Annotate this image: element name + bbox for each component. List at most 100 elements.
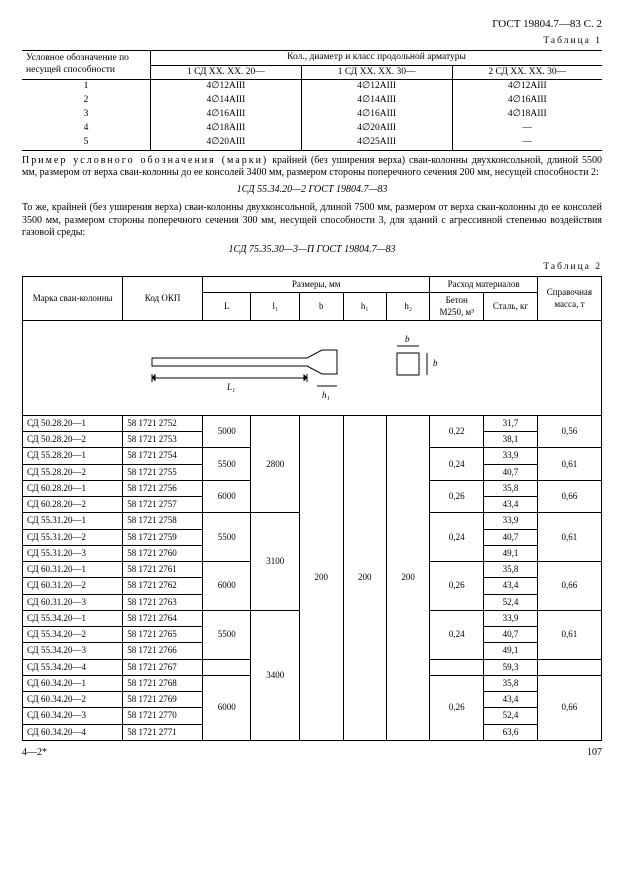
t1-b: 4∅12AIII [301, 80, 452, 94]
t2-st: 40,7 [484, 464, 538, 480]
t2-mark: СД 60.34.20—1 [23, 675, 123, 691]
svg-text:L₁: L₁ [226, 382, 235, 392]
t2-mark: СД 55.31.20—3 [23, 545, 123, 561]
t2-h-h1: h₁ [343, 293, 386, 321]
t2-st: 52,4 [484, 594, 538, 610]
t2-mark: СД 55.31.20—2 [23, 529, 123, 545]
t1-col0: Условное обозначение по несущей способно… [22, 50, 151, 80]
t2-l1: 3100 [251, 513, 300, 611]
t2-bet: 0,24 [430, 610, 484, 659]
t2-L: 6000 [202, 480, 251, 513]
t2-okp: 58 1721 2762 [123, 578, 203, 594]
t2-st: 52,4 [484, 708, 538, 724]
t1-n: 3 [22, 108, 151, 122]
t2-okp: 58 1721 2752 [123, 415, 203, 431]
t2-L [202, 659, 251, 675]
footer-left: 4—2* [22, 747, 47, 760]
table2-label: Таблица 2 [22, 262, 602, 274]
t2-ms: 0,61 [537, 610, 601, 659]
t2-L: 5500 [202, 610, 251, 659]
t2-okp: 58 1721 2769 [123, 692, 203, 708]
t2-st: 59,3 [484, 659, 538, 675]
t1-h1: 1 СД XX. XX. 20— [151, 65, 302, 80]
t2-L: 5000 [202, 415, 251, 448]
para1: Пример условного обозначения (марки) кра… [22, 155, 602, 180]
t2-ms: 0,61 [537, 513, 601, 562]
t2-l1: 3400 [251, 610, 300, 740]
t1-a: 4∅18AIII [151, 122, 302, 136]
t2-okp: 58 1721 2759 [123, 529, 203, 545]
t2-okp: 58 1721 2764 [123, 610, 203, 626]
t2-L: 6000 [202, 675, 251, 740]
t2-okp: 58 1721 2765 [123, 627, 203, 643]
t2-bet: 0,26 [430, 675, 484, 740]
t2-h-mass: Справочная масса, т [537, 277, 601, 321]
t2-st: 49,1 [484, 643, 538, 659]
t2-mark: СД 60.28.20—1 [23, 480, 123, 496]
t1-a: 4∅14AIII [151, 94, 302, 108]
t2-ms: 0,66 [537, 480, 601, 513]
t2-okp: 58 1721 2753 [123, 432, 203, 448]
t2-L: 6000 [202, 562, 251, 611]
t2-bet: 0,24 [430, 448, 484, 481]
t2-mark: СД 55.28.20—2 [23, 464, 123, 480]
t2-bet: 0,22 [430, 415, 484, 448]
svg-text:b: b [405, 334, 410, 344]
t1-c: — [452, 136, 602, 150]
t1-c: 4∅12AIII [452, 80, 602, 94]
t2-mark: СД 55.34.20—4 [23, 659, 123, 675]
t1-c: 4∅16AIII [452, 94, 602, 108]
t2-st: 33,9 [484, 610, 538, 626]
t2-mark: СД 60.31.20—3 [23, 594, 123, 610]
t2-h-L: L [202, 293, 251, 321]
t2-h-l1: l₁ [251, 293, 300, 321]
t2-st: 33,9 [484, 448, 538, 464]
t2-bet: 0,24 [430, 513, 484, 562]
t2-st: 33,9 [484, 513, 538, 529]
t2-okp: 58 1721 2756 [123, 480, 203, 496]
table1-label: Таблица 1 [22, 36, 602, 48]
t2-mark: СД 55.34.20—1 [23, 610, 123, 626]
t2-h-mat: Расход материалов [430, 277, 538, 293]
t1-b: 4∅16AIII [301, 108, 452, 122]
t2-okp: 58 1721 2763 [123, 594, 203, 610]
table-row: СД 50.28.20—158 1721 2752500028002002002… [23, 415, 602, 431]
t2-okp: 58 1721 2766 [123, 643, 203, 659]
t2-mark: СД 60.34.20—3 [23, 708, 123, 724]
t2-okp: 58 1721 2754 [123, 448, 203, 464]
t2-bet: 0,26 [430, 480, 484, 513]
t2-okp: 58 1721 2768 [123, 675, 203, 691]
t2-st: 35,8 [484, 480, 538, 496]
t1-h2: 1 СД XX. XX. 30— [301, 65, 452, 80]
table1: Условное обозначение по несущей способно… [22, 50, 602, 151]
t2-okp: 58 1721 2770 [123, 708, 203, 724]
t2-ms: 0,66 [537, 562, 601, 611]
t2-st: 43,4 [484, 497, 538, 513]
t2-st: 49,1 [484, 545, 538, 561]
t2-bet [430, 659, 484, 675]
code2: 1СД 75.35.30—3—П ГОСТ 19804.7—83 [22, 244, 602, 257]
t2-st: 35,8 [484, 562, 538, 578]
t2-l1: 2800 [251, 415, 300, 513]
t2-ms: 0,56 [537, 415, 601, 448]
svg-text:h₁: h₁ [322, 390, 330, 400]
t2-h2: 200 [386, 415, 429, 740]
t2-okp: 58 1721 2771 [123, 724, 203, 740]
t2-L: 5500 [202, 513, 251, 562]
t1-n: 1 [22, 80, 151, 94]
t2-st: 31,7 [484, 415, 538, 431]
t2-mark: СД 55.28.20—1 [23, 448, 123, 464]
t1-b: 4∅14AIII [301, 94, 452, 108]
para2: То же, крайней (без уширения верха) сваи… [22, 202, 602, 240]
t2-mark: СД 60.28.20—2 [23, 497, 123, 513]
t1-n: 4 [22, 122, 151, 136]
t2-ms: 0,61 [537, 448, 601, 481]
t2-st: 38,1 [484, 432, 538, 448]
t1-b: 4∅25AIII [301, 136, 452, 150]
code1: 1СД 55.34.20—2 ГОСТ 19804.7—83 [22, 184, 602, 197]
t1-a: 4∅20AIII [151, 136, 302, 150]
t2-h-h2: h₂ [386, 293, 429, 321]
t2-mark: СД 55.31.20—1 [23, 513, 123, 529]
table2: Марка сваи-колонны Код ОКП Размеры, мм Р… [22, 276, 602, 741]
t2-mark: СД 55.34.20—2 [23, 627, 123, 643]
